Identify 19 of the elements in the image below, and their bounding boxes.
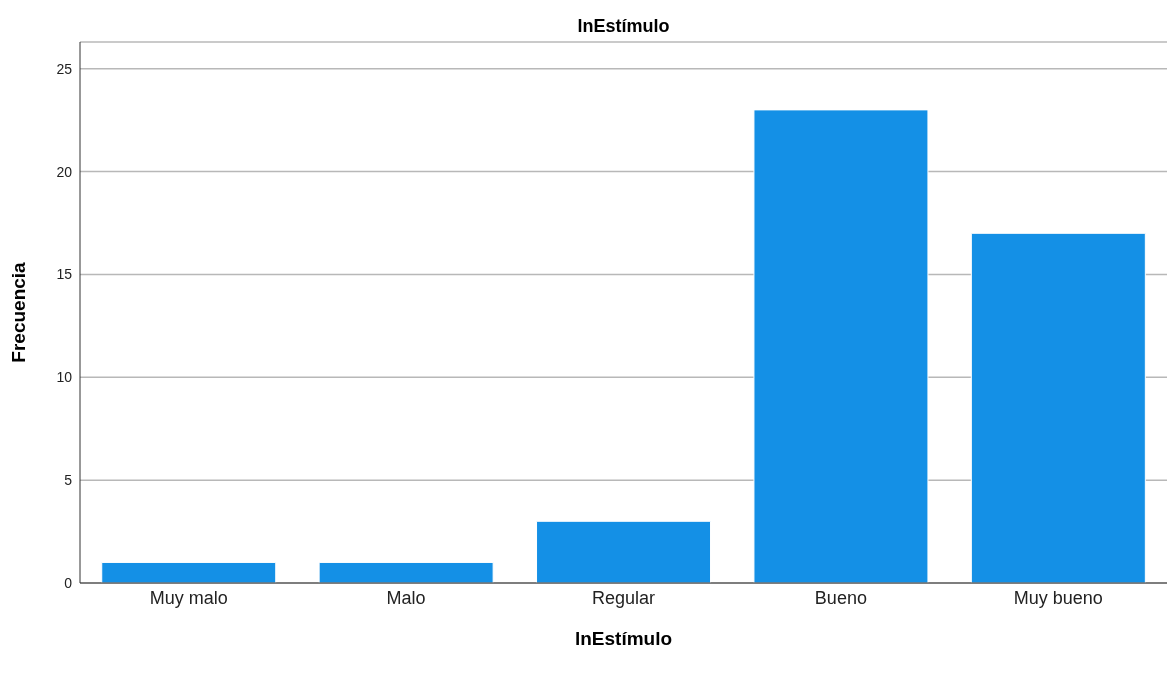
x-tick-label: Muy malo xyxy=(149,587,228,608)
x-tick-label: Regular xyxy=(591,587,656,608)
y-tick-label: 20 xyxy=(56,163,73,180)
bar xyxy=(536,520,712,583)
bar xyxy=(753,109,929,583)
bar xyxy=(318,561,494,583)
y-tick-label: 0 xyxy=(64,574,73,591)
bar xyxy=(101,561,277,583)
x-axis-title: lnEstímulo xyxy=(574,628,673,649)
y-axis-title: Frecuencia xyxy=(7,261,29,363)
y-tick-label: 10 xyxy=(56,369,73,386)
bar xyxy=(970,232,1146,583)
chart-title: lnEstímulo xyxy=(576,16,671,37)
y-tick-label: 5 xyxy=(64,472,73,489)
x-tick-label: Malo xyxy=(386,587,426,608)
x-tick-label: Bueno xyxy=(814,587,867,608)
y-tick-label: 25 xyxy=(56,60,73,77)
y-tick-label: 15 xyxy=(56,266,73,283)
x-tick-label: Muy bueno xyxy=(1013,587,1103,608)
